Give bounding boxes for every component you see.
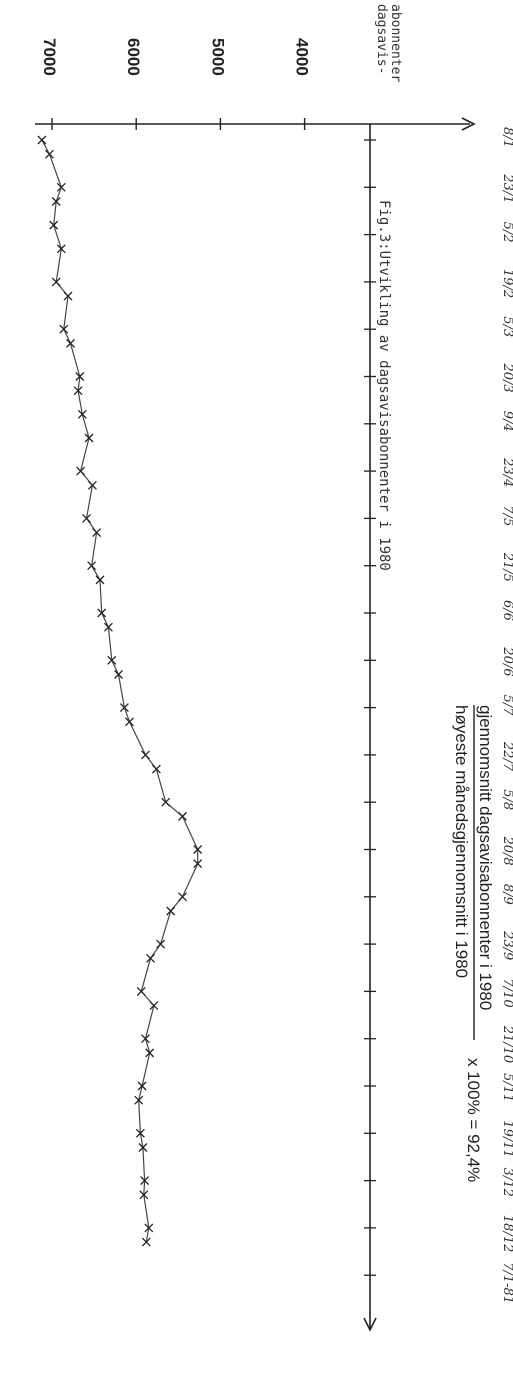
- data-point: [178, 811, 187, 821]
- plot-frame: [35, 117, 476, 1332]
- date-tick-label: 20/6: [500, 646, 513, 676]
- date-tick-label: 5/11: [500, 1073, 513, 1102]
- data-point: [77, 409, 87, 419]
- data-point: [56, 182, 66, 192]
- date-tick-label: 23/4: [500, 457, 513, 487]
- data-point: [119, 703, 129, 713]
- data-point: [76, 466, 86, 476]
- data-point: [92, 528, 102, 538]
- date-tick-label: 3/12: [500, 1168, 513, 1197]
- date-tick-label: 18/12: [500, 1215, 513, 1252]
- date-tick-label: 6/6: [500, 600, 513, 621]
- date-tick-label: 19/2: [500, 269, 513, 298]
- data-point: [87, 480, 97, 490]
- date-tick-label: 7/5: [500, 505, 513, 526]
- data-point: [45, 149, 54, 159]
- date-tick-label: 5/3: [500, 316, 513, 337]
- y-axis-label: dagsavis- abonnenter: [374, 4, 403, 82]
- formula-denominator: høyeste månedsgjennomsnitt i 1980: [452, 705, 471, 978]
- data-point: [107, 655, 117, 665]
- data-point: [145, 1048, 155, 1058]
- data-point: [151, 764, 161, 774]
- date-tick-label: 5/7: [500, 695, 513, 717]
- date-tick-label: 21/5: [500, 552, 513, 582]
- data-point: [144, 1223, 154, 1233]
- value-tick-label: 6000: [124, 38, 143, 76]
- data-point: [135, 1128, 145, 1138]
- data-point: [139, 1190, 149, 1200]
- formula: gjennomsnitt dagsavisabonnenter i 1980 h…: [452, 705, 495, 1182]
- value-tick-label: 5000: [208, 38, 227, 76]
- date-tick-label: 23/9: [500, 930, 513, 960]
- data-point: [56, 244, 66, 254]
- date-tick-label: 20/3: [500, 363, 513, 393]
- date-tick-label: 5/2: [500, 222, 513, 243]
- data-point: [137, 1081, 147, 1091]
- data-point: [49, 220, 59, 230]
- data-point: [141, 1034, 150, 1044]
- data-point: [146, 953, 155, 963]
- data-point: [73, 386, 83, 396]
- data-point: [140, 1176, 150, 1186]
- data-point: [178, 892, 187, 902]
- data-point: [82, 513, 91, 523]
- data-point: [95, 575, 105, 585]
- data-point: [149, 1001, 159, 1011]
- data-point: [84, 433, 94, 443]
- series-line: [41, 139, 199, 1243]
- data-point: [134, 1095, 144, 1105]
- date-tick-label: 20/8: [500, 836, 513, 866]
- date-ticks: 8/1 23/1 5/2 19/2 5/3 20/3 9/4 23/4 7/5 21/5 6/6 20…: [364, 127, 513, 1304]
- data-point: [161, 797, 171, 807]
- data-point: [125, 717, 134, 727]
- date-tick-label: 9/4: [500, 411, 513, 432]
- formula-numerator: gjennomsnitt dagsavisabonnenter i 1980: [476, 705, 495, 1010]
- value-axis-arrowhead: [461, 117, 476, 131]
- date-tick-label: 8/1: [500, 127, 513, 148]
- data-point: [193, 845, 203, 854]
- date-tick-label: 22/7: [500, 741, 513, 772]
- y-axis-label-line-2: abonnenter: [388, 4, 403, 82]
- data-series: [37, 135, 203, 1247]
- data-point: [37, 135, 47, 145]
- y-axis-label-line-1: dagsavis-: [374, 4, 389, 74]
- date-tick-label: 19/11: [500, 1120, 513, 1157]
- data-point: [141, 750, 150, 760]
- time-axis-arrowhead: [363, 1317, 377, 1332]
- value-tick-label: 7000: [40, 38, 59, 76]
- date-tick-label: 5/8: [500, 789, 513, 810]
- data-point: [66, 338, 75, 348]
- date-tick-label: 8/9: [500, 884, 513, 905]
- data-point: [138, 1143, 148, 1152]
- data-point: [87, 561, 97, 571]
- data-point: [97, 608, 107, 618]
- data-point: [156, 939, 166, 949]
- value-tick-label: 4000: [293, 38, 312, 76]
- data-point: [51, 197, 61, 206]
- date-tick-label: 7/10: [500, 978, 513, 1007]
- date-tick-label: 21/10: [500, 1025, 513, 1063]
- figure-title: Fig.3:Utvikling av dagsavisabonnenter i …: [376, 200, 392, 571]
- data-point: [193, 859, 203, 869]
- value-ticks: 4000 5000 6000 7000: [40, 38, 312, 130]
- data-point: [136, 986, 146, 996]
- data-point: [59, 324, 69, 334]
- data-point: [63, 291, 73, 301]
- data-point: [103, 622, 113, 632]
- data-point: [75, 372, 85, 381]
- data-point: [114, 670, 123, 679]
- data-point: [141, 1237, 151, 1247]
- formula-result: x 100% = 92,4%: [464, 1058, 483, 1182]
- date-tick-label: 23/1: [500, 173, 513, 203]
- data-point: [51, 277, 61, 287]
- data-point: [166, 906, 176, 916]
- date-tick-label: 7/1-81: [500, 1262, 513, 1304]
